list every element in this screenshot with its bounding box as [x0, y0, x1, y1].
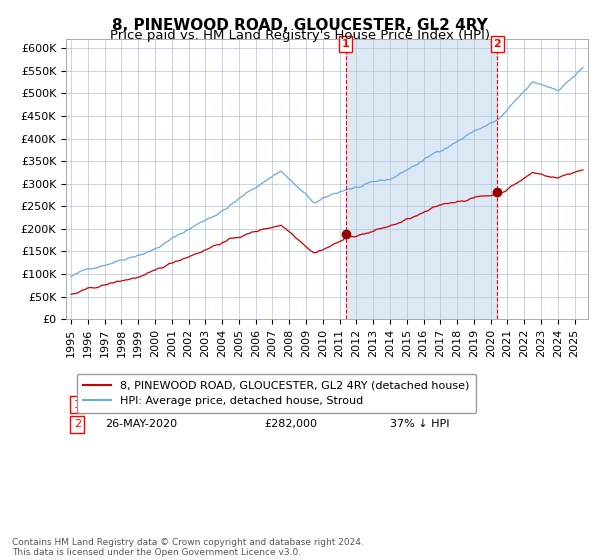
Text: £188,000: £188,000: [265, 400, 317, 409]
Text: Contains HM Land Registry data © Crown copyright and database right 2024.
This d: Contains HM Land Registry data © Crown c…: [12, 538, 364, 557]
Legend: 8, PINEWOOD ROAD, GLOUCESTER, GL2 4RY (detached house), HPI: Average price, deta: 8, PINEWOOD ROAD, GLOUCESTER, GL2 4RY (d…: [77, 374, 476, 413]
Text: Price paid vs. HM Land Registry's House Price Index (HPI): Price paid vs. HM Land Registry's House …: [110, 29, 490, 42]
Text: 26-MAY-2020: 26-MAY-2020: [105, 419, 177, 429]
Text: 09-MAY-2011: 09-MAY-2011: [105, 400, 177, 409]
Text: 2: 2: [74, 419, 81, 429]
Text: 8, PINEWOOD ROAD, GLOUCESTER, GL2 4RY: 8, PINEWOOD ROAD, GLOUCESTER, GL2 4RY: [112, 18, 488, 34]
Bar: [346, 39, 497, 319]
Text: 37% ↓ HPI: 37% ↓ HPI: [389, 419, 449, 429]
Text: 39% ↓ HPI: 39% ↓ HPI: [389, 400, 449, 409]
Text: 2: 2: [493, 39, 501, 49]
Text: 1: 1: [342, 39, 350, 49]
Text: £282,000: £282,000: [265, 419, 317, 429]
Text: 1: 1: [74, 400, 81, 409]
